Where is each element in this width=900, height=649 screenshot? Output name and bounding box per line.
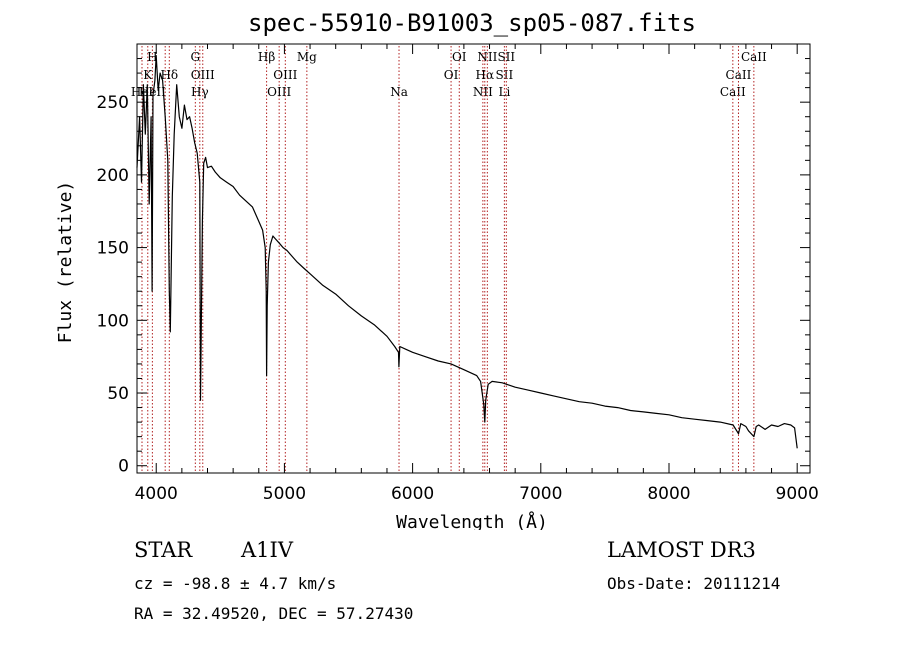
x-tick-label-8000: 8000 [647,484,690,504]
marker-label-6583-0: NII [477,50,497,64]
survey-name: LAMOST DR3 [607,538,756,562]
series-line-spectrum [136,54,798,449]
x-tick-label-6000: 6000 [391,484,434,504]
marker-label-6731-0: SII [497,50,515,64]
x-tick-label-4000: 4000 [135,484,178,504]
x-tick-label-5000: 5000 [263,484,306,504]
marker-label-6563-1: Hα [475,68,494,82]
marker-label-3970-2: HeII [139,85,166,99]
marker-label-8498-2: CaII [720,85,746,99]
marker-label-4340-2: Hγ [191,85,209,99]
plot-frame [136,43,811,474]
series-group [136,54,798,449]
marker-label-4102-1: Hδ [160,68,178,82]
object-subclass: A1IV [241,538,293,562]
line-markers: HeIKHHeIIHδGHγOIIIHβOIIIOIIIMgNaOIOINIIH… [131,46,767,473]
marker-label-5175-0: Mg [297,50,317,64]
marker-label-8662-0: CaII [741,50,767,64]
marker-label-6364-0: OI [452,50,467,64]
ra-dec-coordinates: RA = 32.49520, DEC = 57.27430 [134,604,414,623]
marker-label-8542-1: CaII [726,68,752,82]
marker-label-3970-0: H [147,50,157,64]
marker-label-5007-1: OIII [273,68,297,82]
marker-label-6716-2: Li [498,85,510,99]
marker-label-4363-1: OIII [191,68,215,82]
marker-label-5894-2: Na [390,85,408,99]
y-tick-label-200: 200 [97,166,129,186]
y-tick-label-150: 150 [97,239,129,259]
marker-label-4861-0: Hβ [258,50,275,64]
y-tick-label-250: 250 [97,93,129,113]
marker-label-3934-1: K [143,68,153,82]
y-tick-label-50: 50 [107,384,129,404]
x-axis-label: Wavelength (Å) [396,511,548,530]
chart-title: spec-55910-B91003_sp05-087.fits [248,9,696,37]
marker-label-6548-2: NII [473,85,493,99]
y-tick-label-0: 0 [118,457,129,477]
redshift-velocity: cz = -98.8 ± 4.7 km/s [134,574,337,593]
marker-label-4305-0: G [191,50,201,64]
marker-label-6716-1: SII [496,68,514,82]
observation-date: Obs-Date: 20111214 [607,574,781,593]
spectrum-chart: spec-55910-B91003_sp05-087.fits HeIKHHeI… [55,9,819,530]
x-tick-label-9000: 9000 [776,484,819,504]
y-tick-label-100: 100 [97,311,129,331]
marker-label-6300-1: OI [444,68,459,82]
object-class: STAR [134,538,193,562]
axes: 4000 5000 6000 7000 8000 9000 0 50 100 150 200 250 [97,43,819,504]
y-axis-label: Flux (relative) [55,181,76,344]
x-tick-label-7000: 7000 [519,484,562,504]
marker-label-4959-2: OIII [267,85,291,99]
